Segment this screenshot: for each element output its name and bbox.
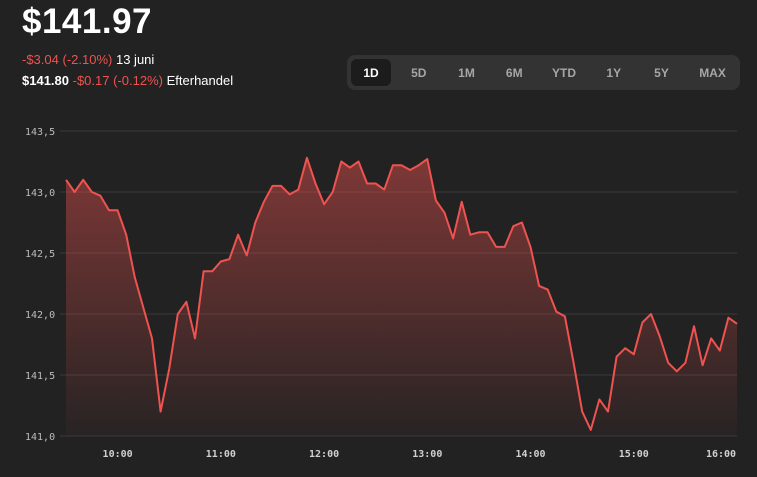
range-button-1d[interactable]: 1D [351, 59, 391, 86]
after-hours-change-percent: (-0.12%) [113, 73, 163, 88]
range-button-5y[interactable]: 5Y [654, 65, 669, 80]
daily-change-row: -$3.04 (-2.10%) 13 juni [22, 52, 154, 68]
x-tick-label: 15:00 [619, 449, 649, 460]
range-button-max[interactable]: MAX [699, 65, 726, 80]
range-button-6m[interactable]: 6M [505, 65, 523, 80]
x-tick-label: 11:00 [206, 449, 236, 460]
y-tick-label: 142,0 [25, 310, 55, 321]
y-tick-label: 141,0 [25, 432, 55, 443]
chart-area [66, 157, 737, 437]
range-button-1m[interactable]: 1M [458, 65, 475, 80]
price-area-fill [66, 157, 737, 437]
after-hours-label: Efterhandel [166, 73, 234, 88]
y-tick-label: 143,0 [25, 188, 55, 199]
x-tick-label: 16:00 [706, 449, 736, 460]
after-hours-row: $141.80 -$0.17 (-0.12%) Efterhandel [22, 73, 233, 89]
price-series-line [65, 156, 738, 431]
y-tick-label: 143,5 [25, 127, 55, 138]
price-chart[interactable]: 141,0 141,5 142,0 142,5 143,0 143,5 10:00 11:0… [0, 110, 757, 477]
y-tick-label: 141,5 [25, 371, 55, 382]
quote-date: 13 juni [115, 52, 155, 67]
range-button-5d[interactable]: 5D [411, 65, 427, 80]
after-hours-price: $141.80 [22, 73, 69, 88]
change-percent: (-2.10%) [62, 52, 113, 67]
x-tick-label: 14:00 [515, 449, 545, 460]
x-tick-label: 10:00 [103, 449, 133, 460]
time-range-selector: 1D 5D 1M 6M YTD 1Y 5Y MAX [347, 55, 740, 90]
x-tick-label: 12:00 [309, 449, 339, 460]
y-axis-labels: 141,0 141,5 142,0 142,5 143,0 143,5 [25, 127, 55, 443]
x-axis-labels: 10:00 11:00 12:00 13:00 14:00 15:00 16:00 [103, 449, 736, 460]
chart-line [65, 156, 738, 431]
x-tick-label: 13:00 [412, 449, 442, 460]
current-price: $141.97 [22, 2, 153, 41]
range-button-1y[interactable]: 1Y [606, 65, 622, 80]
after-hours-change-absolute: -$0.17 [72, 73, 110, 88]
range-button-ytd[interactable]: YTD [552, 65, 576, 80]
change-absolute: -$3.04 [22, 52, 59, 67]
y-tick-label: 142,5 [25, 249, 55, 260]
